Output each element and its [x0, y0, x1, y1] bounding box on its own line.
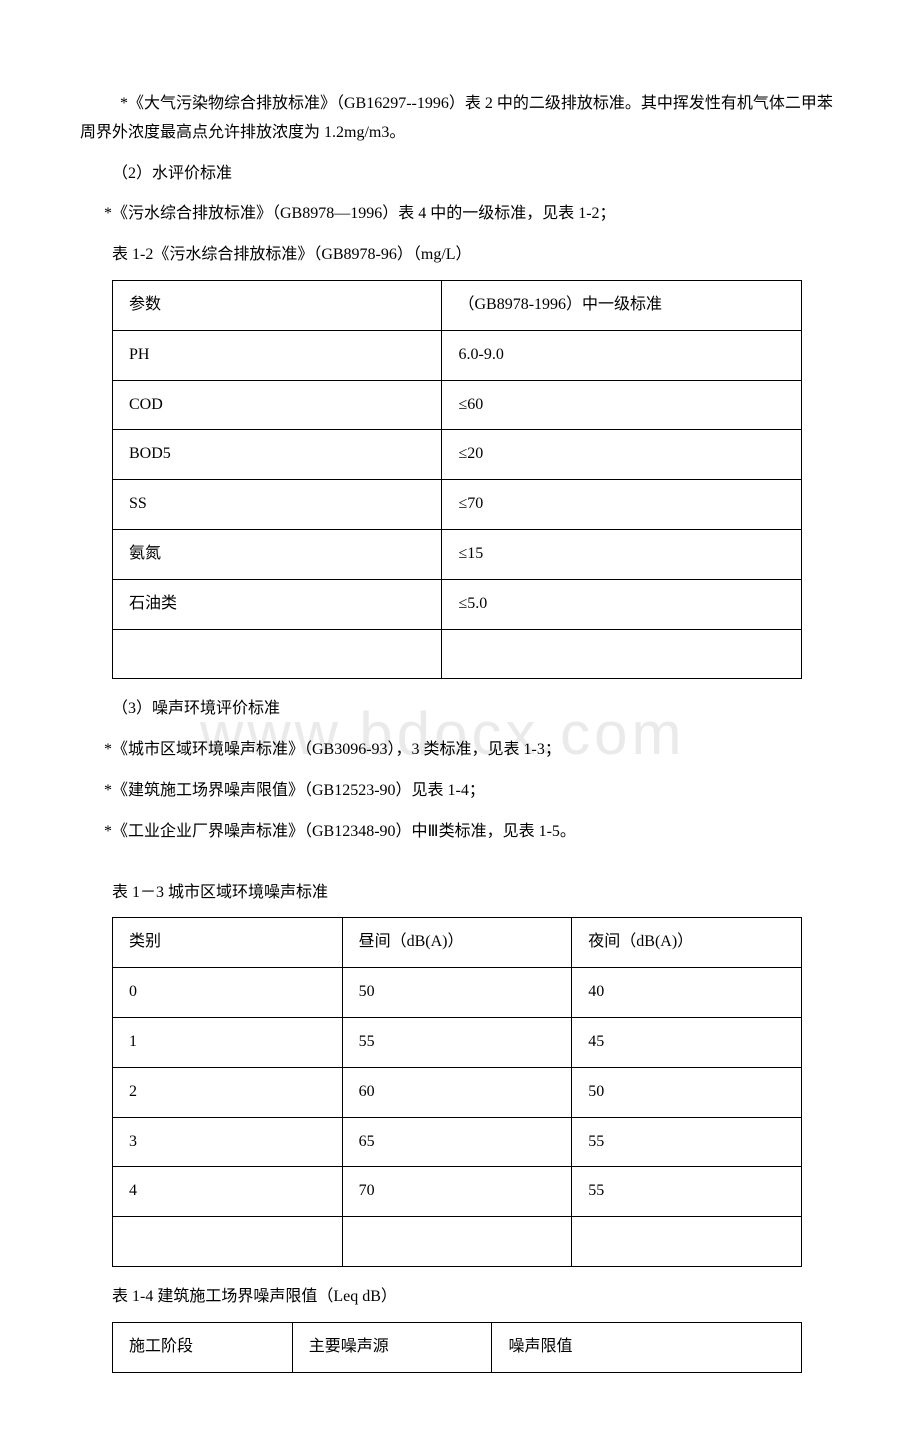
table-cell: SS [113, 480, 442, 530]
paragraph-noise-standard-1: *《城市区域环境噪声标准》（GB3096-93），3 类标准，见表 1-3； [80, 736, 840, 765]
table-cell: 参数 [113, 280, 442, 330]
table-row [113, 629, 802, 679]
table-row: 石油类 ≤5.0 [113, 579, 802, 629]
table-cell: 6.0-9.0 [442, 330, 802, 380]
table3-caption: 表 1-4 建筑施工场界噪声限值（Leq dB） [80, 1283, 840, 1312]
table2-caption: 表 1－3 城市区域环境噪声标准 [80, 879, 840, 908]
paragraph-noise-standard-3: *《工业企业厂界噪声标准》（GB12348-90）中Ⅲ类标准，见表 1-5。 [80, 818, 840, 847]
table-cell: 60 [342, 1067, 572, 1117]
table-cell: 50 [342, 968, 572, 1018]
paragraph-air-standard: *《大气污染物综合排放标准》（GB16297--1996）表 2 中的二级排放标… [80, 90, 840, 148]
paragraph-noise-heading: （3）噪声环境评价标准 [80, 695, 840, 724]
table-cell: 3 [113, 1117, 343, 1167]
table-cell: 45 [572, 1017, 802, 1067]
table-row: BOD5 ≤20 [113, 430, 802, 480]
table-cell: 4 [113, 1167, 343, 1217]
table-cell: ≤20 [442, 430, 802, 480]
table-cell: COD [113, 380, 442, 430]
table-cell: 噪声限值 [492, 1322, 802, 1372]
table-row: 氨氮 ≤15 [113, 529, 802, 579]
table-cell [442, 629, 802, 679]
table-cell: 昼间（dB(A)） [342, 918, 572, 968]
table-cell [342, 1217, 572, 1267]
table-cell: 施工阶段 [113, 1322, 293, 1372]
table-row: 参数 （GB8978-1996）中一级标准 [113, 280, 802, 330]
table1-caption: 表 1-2《污水综合排放标准》（GB8978-96）（mg/L） [80, 241, 840, 270]
table-cell: 70 [342, 1167, 572, 1217]
paragraph-water-heading: （2）水评价标准 [80, 160, 840, 189]
table-cell: 主要噪声源 [292, 1322, 492, 1372]
noise-standard-table: 类别 昼间（dB(A)） 夜间（dB(A)） 0 50 40 1 55 45 2… [112, 917, 802, 1267]
table-cell: 氨氮 [113, 529, 442, 579]
table-cell: 65 [342, 1117, 572, 1167]
table-cell: 石油类 [113, 579, 442, 629]
table-cell: BOD5 [113, 430, 442, 480]
table-row: 3 65 55 [113, 1117, 802, 1167]
paragraph-water-standard: *《污水综合排放标准》（GB8978—1996）表 4 中的一级标准，见表 1-… [80, 200, 840, 229]
table-row: COD ≤60 [113, 380, 802, 430]
table-cell: 40 [572, 968, 802, 1018]
table-cell: 55 [572, 1117, 802, 1167]
table-cell: ≤5.0 [442, 579, 802, 629]
construction-noise-table: 施工阶段 主要噪声源 噪声限值 [112, 1322, 802, 1373]
table-row: SS ≤70 [113, 480, 802, 530]
table-cell: PH [113, 330, 442, 380]
table-row: 施工阶段 主要噪声源 噪声限值 [113, 1322, 802, 1372]
table-row: 2 60 50 [113, 1067, 802, 1117]
table-cell: 0 [113, 968, 343, 1018]
table-cell: ≤70 [442, 480, 802, 530]
table-row: PH 6.0-9.0 [113, 330, 802, 380]
table-cell: ≤60 [442, 380, 802, 430]
table-cell [572, 1217, 802, 1267]
table-row: 1 55 45 [113, 1017, 802, 1067]
table-cell: 55 [342, 1017, 572, 1067]
table-cell: （GB8978-1996）中一级标准 [442, 280, 802, 330]
table-row: 4 70 55 [113, 1167, 802, 1217]
table-cell: 类别 [113, 918, 343, 968]
water-standard-table: 参数 （GB8978-1996）中一级标准 PH 6.0-9.0 COD ≤60… [112, 280, 802, 679]
table-cell: 2 [113, 1067, 343, 1117]
table-cell: 55 [572, 1167, 802, 1217]
table-row: 0 50 40 [113, 968, 802, 1018]
table-cell: 1 [113, 1017, 343, 1067]
paragraph-noise-standard-2: *《建筑施工场界噪声限值》（GB12523-90）见表 1-4； [80, 777, 840, 806]
table-cell: 夜间（dB(A)） [572, 918, 802, 968]
table-cell: ≤15 [442, 529, 802, 579]
table-cell: 50 [572, 1067, 802, 1117]
table-row: 类别 昼间（dB(A)） 夜间（dB(A)） [113, 918, 802, 968]
table-cell [113, 1217, 343, 1267]
table-cell [113, 629, 442, 679]
table-row [113, 1217, 802, 1267]
